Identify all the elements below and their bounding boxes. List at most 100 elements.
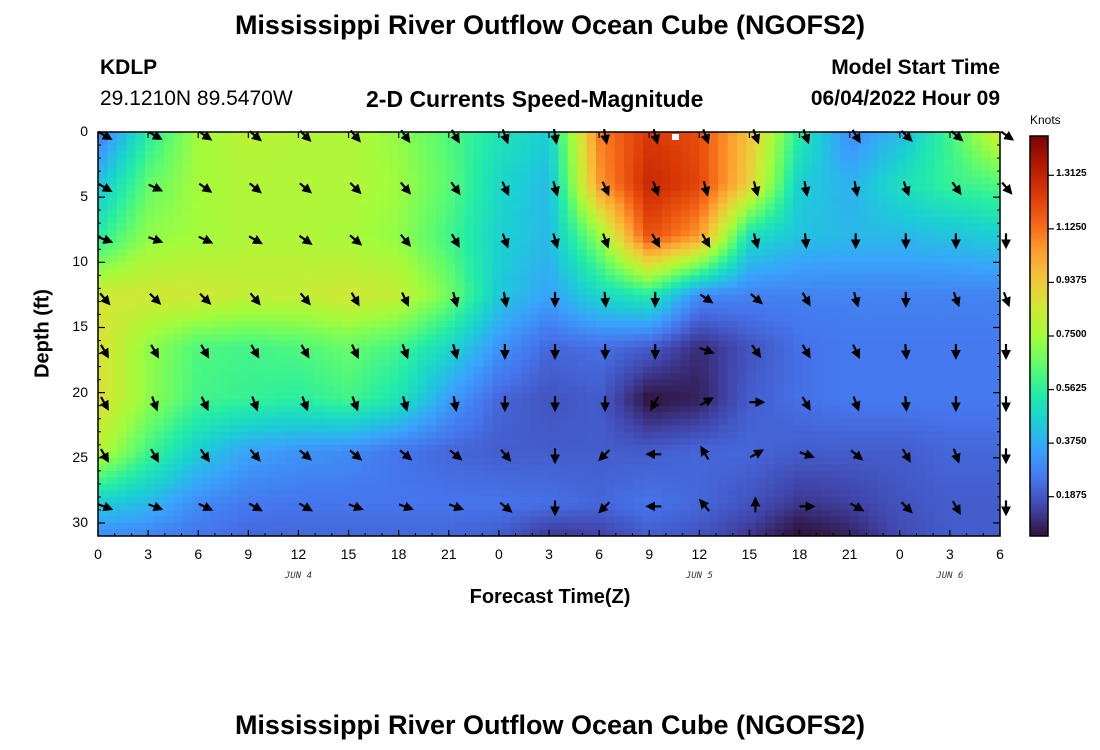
heatmap-cell (304, 138, 315, 146)
heatmap-cell (727, 340, 738, 348)
heatmap-cell (248, 379, 259, 387)
heatmap-cell (530, 451, 541, 459)
heatmap-cell (718, 268, 729, 276)
heatmap-cell (642, 229, 653, 237)
heatmap-cell (436, 203, 447, 211)
heatmap-cell (408, 223, 419, 231)
heatmap-cell (924, 307, 935, 316)
heatmap-cell (896, 177, 907, 185)
heatmap-cell (962, 203, 973, 211)
heatmap-cell (191, 132, 202, 140)
heatmap-cell (812, 132, 823, 140)
heatmap-cell (248, 418, 259, 426)
heatmap-cell (116, 307, 127, 316)
heatmap-cell (840, 379, 851, 387)
heatmap-cell (802, 431, 813, 439)
heatmap-cell (830, 210, 841, 218)
heatmap-cell (558, 412, 569, 420)
heatmap-cell (906, 373, 917, 381)
heatmap-cell (783, 275, 794, 283)
heatmap-cell (943, 171, 954, 179)
heatmap-cell (276, 320, 287, 329)
heatmap-cell (859, 444, 870, 452)
heatmap-cell (332, 268, 343, 276)
heatmap-cell (558, 301, 569, 309)
heatmap-cell (830, 438, 841, 446)
heatmap-cell (173, 145, 184, 153)
heatmap-cell (934, 249, 945, 257)
heatmap-cell (633, 262, 644, 270)
heatmap-cell (868, 314, 879, 322)
heatmap-cell (971, 184, 982, 192)
heatmap-cell (464, 275, 475, 283)
heatmap-cell (436, 353, 447, 361)
heatmap-cell (332, 210, 343, 218)
heatmap-cell (257, 288, 268, 296)
heatmap-cell (699, 425, 710, 433)
heatmap-cell (680, 216, 691, 224)
heatmap-cell (304, 177, 315, 185)
heatmap-cell (182, 242, 193, 250)
heatmap-cell (652, 203, 663, 211)
heatmap-cell (718, 255, 729, 263)
heatmap-cell (304, 425, 315, 433)
heatmap-cell (595, 275, 606, 283)
heatmap-cell (586, 451, 597, 459)
heatmap-cell (257, 138, 268, 146)
heatmap-cell (595, 464, 606, 472)
heatmap-cell (182, 327, 193, 335)
heatmap-cell (924, 464, 935, 472)
heatmap-cell (492, 360, 503, 368)
heatmap-cell (163, 197, 174, 205)
heatmap-cell (520, 373, 531, 381)
heatmap-cell (370, 373, 381, 381)
heatmap-cell (464, 262, 475, 270)
heatmap-cell (417, 340, 428, 348)
heatmap-cell (483, 334, 494, 342)
heatmap-cell (859, 262, 870, 270)
heatmap-cell (718, 451, 729, 459)
heatmap-cell (953, 431, 964, 439)
heatmap-cell (549, 268, 559, 276)
heatmap-cell (229, 229, 240, 237)
heatmap-cell (473, 386, 484, 394)
heatmap-cell (398, 275, 409, 283)
heatmap-cell (107, 399, 118, 407)
heatmap-cell (314, 464, 325, 472)
heatmap-cell (765, 255, 776, 263)
heatmap-cell (530, 158, 541, 166)
heatmap-cell (154, 249, 165, 257)
heatmap-cell (163, 457, 174, 465)
heatmap-cell (483, 412, 494, 420)
heatmap-cell (267, 301, 278, 309)
heatmap-cell (135, 340, 146, 348)
heatmap-cell (98, 320, 108, 329)
heatmap-cell (238, 379, 249, 387)
heatmap-cell (464, 210, 475, 218)
heatmap-cell (417, 145, 428, 153)
heatmap-cell (163, 451, 174, 459)
heatmap-cell (220, 262, 231, 270)
heatmap-cell (361, 438, 372, 446)
heatmap-cell (314, 145, 325, 153)
heatmap-cell (953, 444, 964, 452)
heatmap-cell (417, 412, 428, 420)
heatmap-cell (361, 138, 372, 146)
heatmap-cell (332, 151, 343, 159)
heatmap-cell (661, 412, 672, 420)
heatmap-cell (135, 347, 146, 355)
heatmap-cell (351, 223, 362, 231)
heatmap-cell (971, 340, 982, 348)
heatmap-cell (370, 171, 381, 179)
heatmap-cell (267, 249, 278, 257)
heatmap-cell (398, 158, 409, 166)
heatmap-cell (746, 210, 757, 218)
heatmap-cell (661, 229, 672, 237)
heatmap-cell (351, 268, 362, 276)
heatmap-cell (624, 236, 635, 244)
heatmap-cell (426, 151, 437, 159)
heatmap-cell (765, 464, 776, 472)
heatmap-cell (445, 288, 456, 296)
heatmap-cell (567, 223, 578, 231)
heatmap-cell (389, 360, 400, 368)
